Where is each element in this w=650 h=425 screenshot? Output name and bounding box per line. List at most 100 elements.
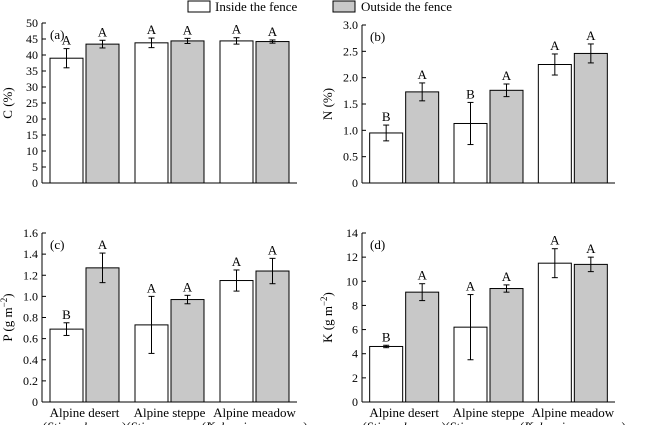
legend: Inside the fence Outside the fence [187,0,452,14]
y-tick-label: 50 [26,16,38,30]
significance-letter: A [550,233,560,248]
legend-swatch-outside [332,0,356,13]
y-tick-label: 10 [26,144,38,158]
y-tick-label: 0.8 [23,311,38,325]
y-tick-label: 2 [352,371,358,385]
x-category-species: (Stipa purpurea) [126,419,213,425]
significance-letter: A [98,24,108,39]
y-axis-label: N (%) [320,88,335,120]
x-category-label: Alpine meadow [531,405,614,420]
x-category-species: (Kobresia pygmaea) [520,419,626,425]
significance-letter: A [232,22,242,37]
panel-label: (d) [370,237,385,252]
y-tick-label: 1.0 [343,123,358,137]
significance-letter: A [586,28,596,43]
significance-letter: A [550,38,560,53]
y-tick-label: 0 [352,176,358,190]
bar [219,280,254,403]
x-category-label: Alpine meadow [213,405,296,420]
bar [537,262,572,403]
y-tick-label: 1.5 [343,97,358,111]
bar [49,328,84,403]
significance-letter: B [466,86,475,101]
legend-swatch-inside [187,0,211,13]
significance-letter: A [586,241,596,256]
significance-letter: B [62,307,71,322]
legend-label-inside: Inside the fence [215,0,298,14]
significance-letter: A [147,22,157,37]
significance-letter: A [98,237,108,252]
y-tick-label: 25 [26,96,38,110]
y-tick-label: 0.4 [23,353,38,367]
bar [219,40,254,184]
significance-letter: B [382,329,391,344]
bar [405,91,440,184]
panel-label: (b) [370,29,385,44]
significance-letter: A [268,24,278,39]
y-tick-label: 1.2 [23,268,38,282]
y-tick-label: 1.4 [23,247,38,261]
y-tick-label: 45 [26,32,38,46]
y-tick-label: 14 [346,226,358,240]
y-tick-label: 8 [352,298,358,312]
y-tick-label: 0 [32,176,38,190]
bar [573,263,608,403]
x-category-species: (Kobresia pygmaea) [201,419,307,425]
y-tick-label: 2.5 [343,44,358,58]
y-axis-label: K (g m−2) [319,292,335,343]
y-axis-label: P (g m−2) [0,293,15,341]
significance-letter: A [62,33,72,48]
significance-letter: A [417,268,427,283]
y-tick-label: 0 [352,395,358,409]
x-category-label: Alpine desert [50,405,120,420]
bar [255,270,290,403]
y-tick-label: 35 [26,64,38,78]
y-tick-label: 40 [26,48,38,62]
y-tick-label: 3.0 [343,18,358,32]
y-tick-label: 0 [32,395,38,409]
y-tick-label: 6 [352,323,358,337]
y-tick-label: 1.0 [23,289,38,303]
significance-letter: A [268,242,278,257]
significance-letter: A [183,22,193,37]
y-tick-label: 4 [352,347,358,361]
significance-letter: A [417,67,427,82]
y-tick-label: 20 [26,112,38,126]
x-category-species: (Stipa glareosa) [43,419,127,425]
bar [537,64,572,184]
y-tick-label: 30 [26,80,38,94]
panel-1: 0 0.5 1.0 1.5 2.0 2.5 3.0 N (%) (b) B A B A A A [320,18,615,190]
significance-letter: A [183,279,193,294]
y-tick-label: 0.6 [23,332,38,346]
y-tick-label: 12 [346,250,358,264]
bar [170,299,205,403]
y-tick-label: 1.6 [23,226,38,240]
y-tick-label: 10 [346,274,358,288]
y-tick-label: 5 [32,160,38,174]
bar [85,267,120,403]
bar [170,40,205,184]
bar [49,57,84,184]
bar [489,89,524,184]
bar [85,43,120,184]
panel-label: (c) [50,237,64,252]
x-category-label: Alpine steppe [453,405,525,420]
x-category-label: Alpine steppe [134,405,206,420]
significance-letter: A [502,269,512,284]
panel-3: 0 2 4 6 8 10 12 14 K (g m−2) (d) B A Alpine desert (S… [319,226,626,425]
bar [369,345,404,403]
panel-label: (a) [50,27,64,42]
y-axis-label: C (%) [0,87,15,118]
significance-letter: A [232,254,242,269]
bar [573,52,608,184]
x-category-species: (Stipa purpurea) [445,419,532,425]
x-category-label: Alpine desert [369,405,439,420]
bar [134,42,169,184]
significance-letter: B [382,109,391,124]
significance-letter: A [147,280,157,295]
y-tick-label: 0.2 [23,374,38,388]
y-tick-label: 15 [26,128,38,142]
panel-2: 0 0.2 0.4 0.6 0.8 1.0 1.2 1.4 1.6 P (g m−2) (c) B A A… [0,226,308,425]
